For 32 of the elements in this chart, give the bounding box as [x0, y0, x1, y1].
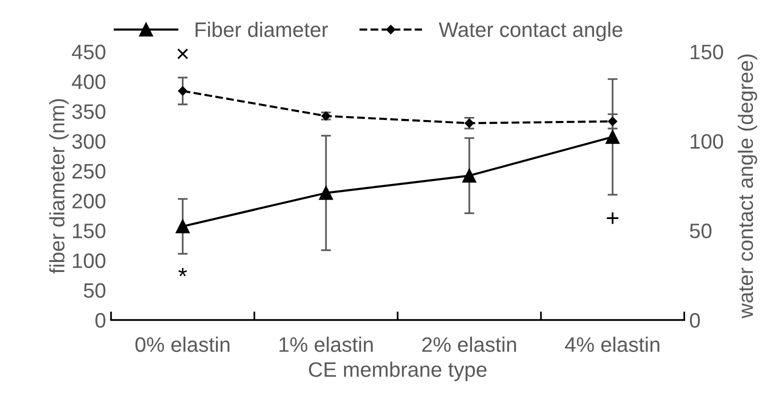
x-axis-title: CE membrane type — [308, 362, 486, 382]
y-tick-label: 400 — [72, 74, 106, 90]
x-tick-label: 0% elastin — [135, 336, 230, 352]
y2-tick-label: 100 — [690, 134, 724, 149]
point — [319, 186, 333, 200]
point — [178, 86, 188, 96]
y2-tick-label: 150 — [690, 44, 724, 60]
y-tick-label: 450 — [72, 44, 106, 60]
point — [462, 168, 476, 183]
point — [606, 130, 620, 144]
legend-label: Water contact angle — [438, 22, 622, 42]
y-axis-title: fiber diameter (nm) — [49, 99, 69, 274]
x-tick-label: 2% elastin — [422, 336, 516, 352]
point — [176, 219, 190, 234]
y-tick-label: 100 — [73, 253, 106, 268]
point — [608, 116, 618, 126]
y-tick-label: 300 — [72, 134, 106, 149]
y2-tick-label: 0 — [690, 313, 700, 328]
legend-label: Fiber diameter — [196, 22, 328, 38]
annotation: * — [178, 268, 187, 276]
y2-tick-label: 50 — [690, 224, 712, 238]
annotation: × — [177, 48, 188, 60]
y-tick-label: 200 — [72, 194, 106, 208]
annotation: + — [606, 212, 618, 224]
y-tick-label: 50 — [84, 283, 106, 298]
y2-axis-title: water contact angle (degree) — [738, 54, 758, 318]
x-tick-label: 1% elastin — [280, 336, 373, 352]
y-tick-label: 350 — [72, 104, 106, 119]
y-tick-label: 0 — [95, 313, 106, 328]
x-tick-label: 4% elastin — [565, 336, 660, 352]
y-tick-label: 250 — [72, 164, 106, 179]
y-tick-label: 150 — [73, 224, 106, 238]
